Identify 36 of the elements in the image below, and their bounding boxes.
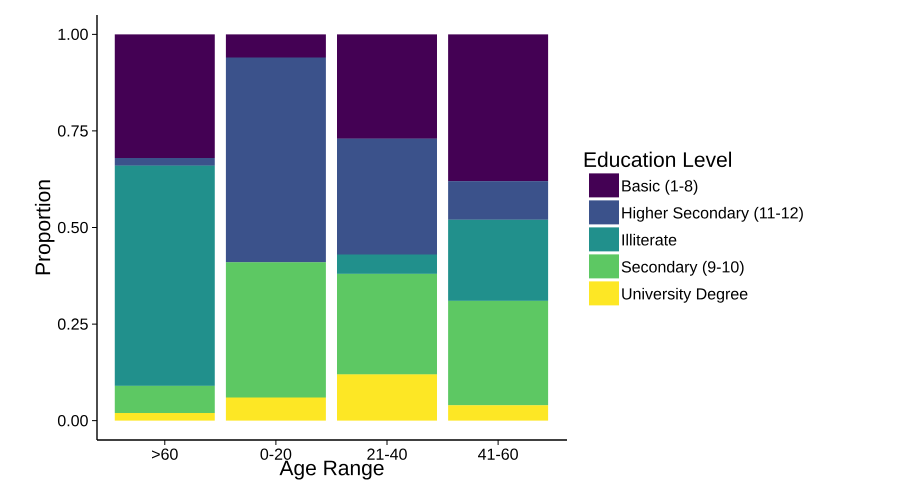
- x-tick-label: 41-60: [478, 448, 518, 460]
- bar: [226, 262, 326, 398]
- bar: [226, 58, 326, 262]
- x-axis-title: Age Range: [280, 460, 384, 480]
- bar: [337, 274, 438, 374]
- bar: [337, 34, 438, 139]
- x-tick-label: >60: [152, 448, 178, 460]
- y-tick-label: 0.00: [58, 415, 88, 426]
- x-tick-label: 0-20: [260, 448, 292, 460]
- bar: [114, 412, 215, 421]
- bar: [337, 374, 438, 421]
- bar: [448, 34, 548, 182]
- bar: [114, 166, 215, 386]
- y-tick-label: 0.50: [58, 222, 88, 234]
- legend-label: Illiterate: [622, 234, 676, 246]
- bar: [448, 300, 548, 406]
- y-tick-label: 0.25: [58, 318, 88, 330]
- legend-label: Basic (1-8): [622, 180, 698, 195]
- bar: [114, 34, 215, 158]
- y-tick-label: 1.00: [58, 28, 88, 40]
- bar: [226, 34, 326, 58]
- y-tick-label: 0.75: [58, 125, 88, 137]
- y-axis-title: Proportion: [34, 180, 54, 274]
- legend-label: University Degree: [622, 288, 748, 303]
- legend-title: Education Level: [584, 152, 731, 168]
- legend-label: Higher Secondary (11-12): [622, 206, 803, 222]
- bar: [226, 398, 326, 421]
- legend-label: Secondary (9-10): [622, 260, 744, 276]
- bar: [337, 254, 438, 274]
- bar: [114, 158, 215, 166]
- bar: [337, 138, 438, 255]
- bar: [448, 220, 548, 301]
- bar: [114, 386, 215, 413]
- bar: [448, 405, 548, 421]
- x-tick-label: 21-40: [367, 448, 407, 460]
- bar: [448, 181, 548, 220]
